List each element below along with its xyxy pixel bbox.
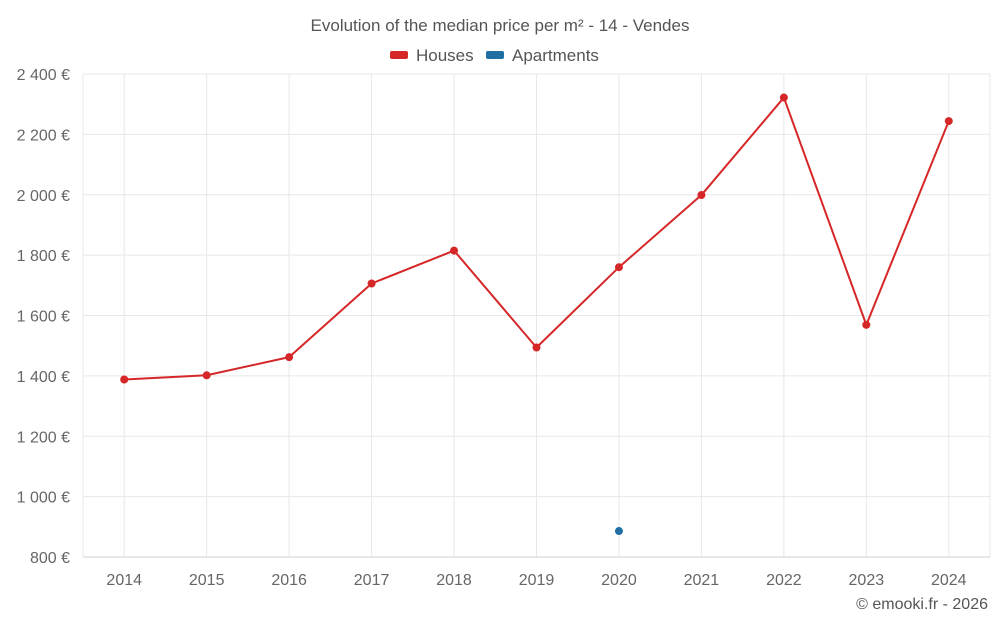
- data-point-houses-2023[interactable]: [862, 320, 871, 329]
- data-point-houses-2015[interactable]: [202, 371, 211, 380]
- y-tick-label: 2 200 €: [17, 127, 70, 144]
- data-point-houses-2018[interactable]: [450, 246, 459, 255]
- y-tick-label: 1 600 €: [17, 309, 70, 326]
- series: [120, 93, 953, 536]
- x-tick-label: 2023: [849, 572, 885, 589]
- data-point-houses-2019[interactable]: [532, 343, 541, 352]
- data-point-apartments-2020[interactable]: [614, 527, 623, 536]
- data-point-houses-2017[interactable]: [367, 279, 376, 288]
- data-point-houses-2014[interactable]: [120, 375, 129, 384]
- y-tick-label: 2 400 €: [17, 67, 70, 84]
- credit-text: © emooki.fr - 2026: [856, 596, 988, 613]
- legend-label-houses: Houses: [416, 46, 474, 65]
- x-tick-label: 2016: [271, 572, 307, 589]
- legend-label-apartments: Apartments: [512, 46, 599, 65]
- y-axis-labels: 800 € 1 000 € 1 200 € 1 400 € 1 600 € 1 800 €…: [17, 67, 70, 567]
- x-tick-label: 2014: [106, 572, 142, 589]
- data-point-houses-2020[interactable]: [614, 263, 623, 272]
- y-tick-label: 2 000 €: [17, 188, 70, 205]
- legend-swatch-apartments: [486, 51, 504, 59]
- x-tick-label: 2022: [766, 572, 802, 589]
- y-tick-label: 1 000 €: [17, 490, 70, 507]
- x-tick-label: 2015: [189, 572, 225, 589]
- legend-item-apartments[interactable]: Apartments: [486, 46, 599, 65]
- y-tick-label: 800 €: [30, 550, 70, 567]
- grid: [82, 73, 991, 557]
- y-tick-label: 1 400 €: [17, 369, 70, 386]
- y-tick-label: 1 200 €: [17, 429, 70, 446]
- x-tick-label: 2017: [354, 572, 390, 589]
- x-tick-label: 2018: [436, 572, 472, 589]
- y-tick-label: 1 800 €: [17, 248, 70, 265]
- legend: Houses Apartments: [390, 46, 599, 65]
- legend-swatch-houses: [390, 51, 408, 59]
- legend-item-houses[interactable]: Houses: [390, 46, 474, 65]
- data-point-houses-2016[interactable]: [285, 353, 294, 362]
- x-tick-label: 2020: [601, 572, 637, 589]
- chart-title: Evolution of the median price per m² - 1…: [311, 16, 690, 35]
- data-point-houses-2022[interactable]: [779, 93, 788, 102]
- data-point-houses-2021[interactable]: [697, 191, 706, 200]
- x-axis-labels: 2014 2015 2016 2017 2018 2019 2020 2021 2022 2023…: [106, 572, 966, 589]
- x-tick-label: 2021: [684, 572, 720, 589]
- x-tick-label: 2024: [931, 572, 967, 589]
- data-point-houses-2024[interactable]: [944, 117, 953, 126]
- x-tick-label: 2019: [519, 572, 555, 589]
